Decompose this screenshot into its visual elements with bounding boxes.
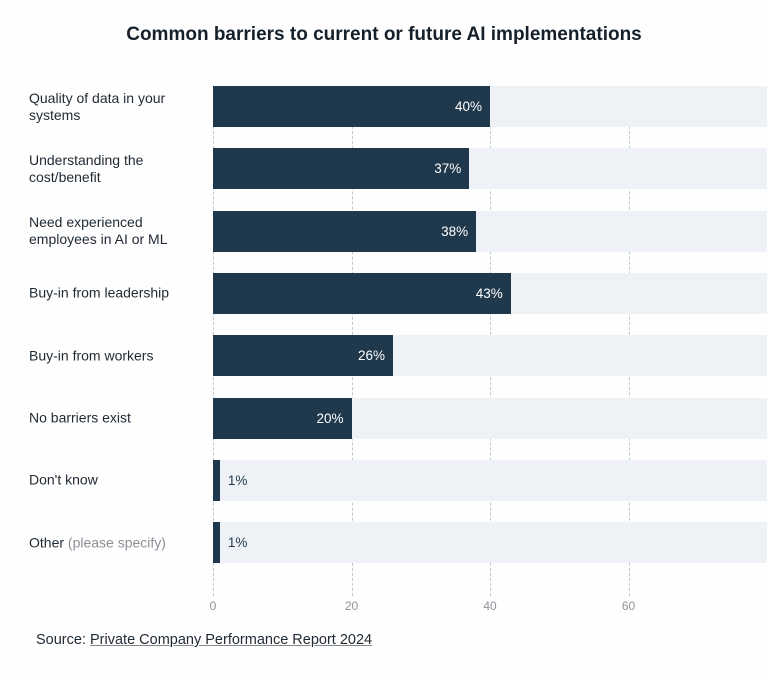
bar xyxy=(213,397,352,439)
data-label: 1% xyxy=(227,472,248,488)
category-label: Buy-in from leadership xyxy=(29,285,209,302)
bar xyxy=(213,272,511,314)
category-label: Need experienced employees in AI or ML xyxy=(29,214,209,248)
x-tick-label: 20 xyxy=(344,599,359,613)
category-label-muted: (please specify) xyxy=(67,534,166,551)
data-label: 26% xyxy=(358,348,386,364)
category-label-text: Need experienced employees in AI or ML xyxy=(29,214,168,248)
category-label: No barriers exist xyxy=(29,410,209,427)
bar xyxy=(213,522,220,564)
source-link[interactable]: Private Company Performance Report 2024 xyxy=(90,632,373,648)
data-label: 1% xyxy=(227,535,248,551)
category-label-text: Don't know xyxy=(29,471,98,488)
category-label: Understanding the cost/benefit xyxy=(29,152,209,186)
x-tick-label: 40 xyxy=(483,599,497,613)
data-label: 40% xyxy=(454,99,482,114)
chart-title: Common barriers to current or future AI … xyxy=(126,24,642,45)
source-label: Source: xyxy=(36,632,86,648)
category-label-text: No barriers exist xyxy=(29,409,131,426)
category-label: Buy-in from workers xyxy=(29,347,209,364)
data-label: 43% xyxy=(475,285,503,301)
bar xyxy=(213,335,394,377)
category-label-text: Buy-in from leadership xyxy=(29,284,170,301)
data-label: 38% xyxy=(441,223,469,239)
bar xyxy=(213,148,470,190)
category-label-text: Quality of data in your systems xyxy=(29,89,166,123)
category-label: Quality of data in your systems xyxy=(29,90,209,124)
source-note: Source: Private Company Performance Repo… xyxy=(36,632,372,648)
data-label: 37% xyxy=(434,161,462,177)
category-label-text: Understanding the cost/benefit xyxy=(29,151,144,185)
x-tick-label: 0 xyxy=(209,599,217,613)
bar-track xyxy=(213,522,767,564)
bar-track xyxy=(213,459,767,501)
category-label-text: Other xyxy=(29,534,65,551)
category-label: Don't know xyxy=(29,472,209,489)
bar xyxy=(213,210,477,252)
category-label: Other (please specify) xyxy=(29,534,209,551)
bar xyxy=(213,86,490,127)
bar xyxy=(213,459,220,501)
x-tick-label: 60 xyxy=(621,599,636,613)
category-label-text: Buy-in from workers xyxy=(29,347,154,364)
data-label: 20% xyxy=(316,410,344,426)
